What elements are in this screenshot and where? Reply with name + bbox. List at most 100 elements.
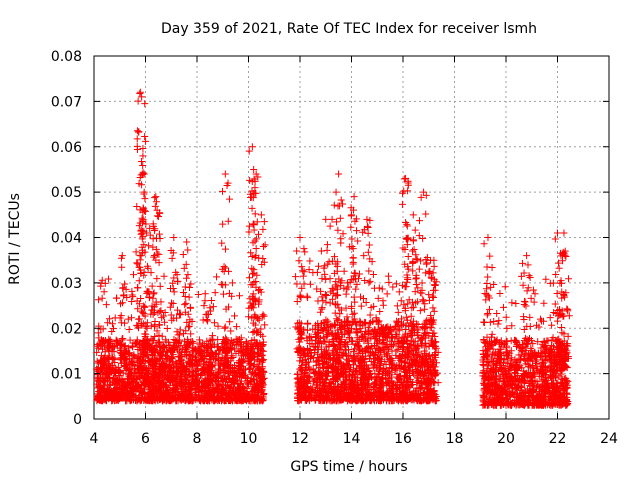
data-point	[98, 276, 106, 284]
data-point	[111, 380, 119, 388]
data-point	[192, 389, 200, 396]
data-point	[259, 311, 267, 319]
data-point	[379, 301, 387, 309]
data-point	[371, 380, 379, 388]
data-point	[352, 329, 360, 337]
data-point	[425, 296, 433, 304]
data-point	[166, 341, 174, 349]
data-point	[374, 294, 382, 302]
data-point	[393, 318, 401, 326]
data-point	[110, 348, 118, 356]
data-point	[125, 395, 133, 403]
data-point	[244, 380, 252, 388]
data-point	[156, 355, 164, 363]
data-point	[255, 357, 263, 365]
data-point	[413, 343, 421, 351]
data-point	[219, 290, 227, 298]
data-point	[206, 304, 214, 312]
data-point	[233, 323, 241, 331]
data-point	[149, 337, 157, 345]
data-point	[120, 392, 128, 400]
data-point	[221, 323, 229, 331]
data-point	[260, 390, 268, 397]
data-point	[177, 311, 185, 319]
data-point	[412, 251, 420, 259]
data-point	[180, 366, 188, 374]
data-point	[150, 358, 158, 366]
data-point	[141, 380, 149, 388]
data-point	[160, 343, 168, 351]
data-point	[210, 355, 218, 363]
data-point	[115, 379, 123, 387]
data-point	[176, 379, 184, 387]
data-point	[93, 348, 101, 356]
data-point	[126, 336, 134, 344]
data-point	[225, 396, 233, 404]
data-point	[313, 268, 321, 276]
data-point	[303, 383, 311, 391]
data-point	[234, 385, 242, 393]
data-point	[381, 358, 389, 366]
data-point	[357, 293, 365, 301]
data-point	[189, 339, 197, 347]
data-point	[132, 397, 140, 405]
data-point	[531, 290, 539, 298]
data-point	[383, 349, 391, 357]
data-point	[332, 301, 340, 309]
data-point	[371, 359, 379, 367]
data-point	[315, 323, 323, 331]
data-point	[231, 345, 239, 353]
data-point	[108, 328, 116, 336]
data-point	[225, 289, 233, 297]
data-point	[125, 326, 133, 334]
data-point	[147, 322, 155, 330]
data-point	[174, 277, 182, 285]
data-point	[97, 357, 105, 365]
data-point	[382, 360, 390, 368]
data-point	[431, 338, 439, 346]
data-point	[135, 393, 143, 401]
data-point	[237, 340, 245, 348]
data-point	[316, 334, 324, 342]
data-point	[148, 387, 156, 395]
data-point	[201, 388, 209, 396]
data-point	[366, 277, 374, 285]
data-point	[184, 323, 192, 331]
data-point	[158, 391, 166, 399]
data-point	[220, 377, 228, 385]
data-point	[361, 366, 369, 374]
data-point	[101, 352, 109, 360]
data-point	[137, 387, 145, 395]
data-point	[128, 314, 136, 322]
data-point	[125, 380, 133, 388]
data-point	[97, 325, 105, 333]
data-point	[207, 307, 215, 315]
data-point	[104, 319, 112, 327]
data-point	[199, 379, 207, 387]
data-point	[104, 343, 112, 351]
data-point	[215, 382, 223, 390]
data-point	[342, 290, 350, 298]
data-point	[113, 340, 121, 348]
data-point	[254, 314, 262, 322]
data-point	[366, 369, 374, 377]
data-point	[165, 389, 173, 397]
data-point	[326, 299, 334, 307]
data-point	[97, 375, 105, 383]
data-point	[243, 339, 251, 347]
data-point	[329, 286, 337, 294]
data-point	[187, 359, 195, 367]
data-point	[214, 322, 222, 330]
data-point	[159, 344, 167, 352]
data-point	[231, 312, 239, 320]
data-point	[124, 350, 132, 358]
data-point	[300, 268, 308, 276]
data-point	[150, 289, 158, 297]
data-point	[140, 391, 148, 399]
data-point	[382, 390, 390, 398]
data-point	[134, 358, 142, 366]
data-point	[133, 383, 141, 391]
data-point	[226, 375, 234, 383]
data-point	[188, 372, 196, 380]
data-point	[185, 293, 193, 301]
